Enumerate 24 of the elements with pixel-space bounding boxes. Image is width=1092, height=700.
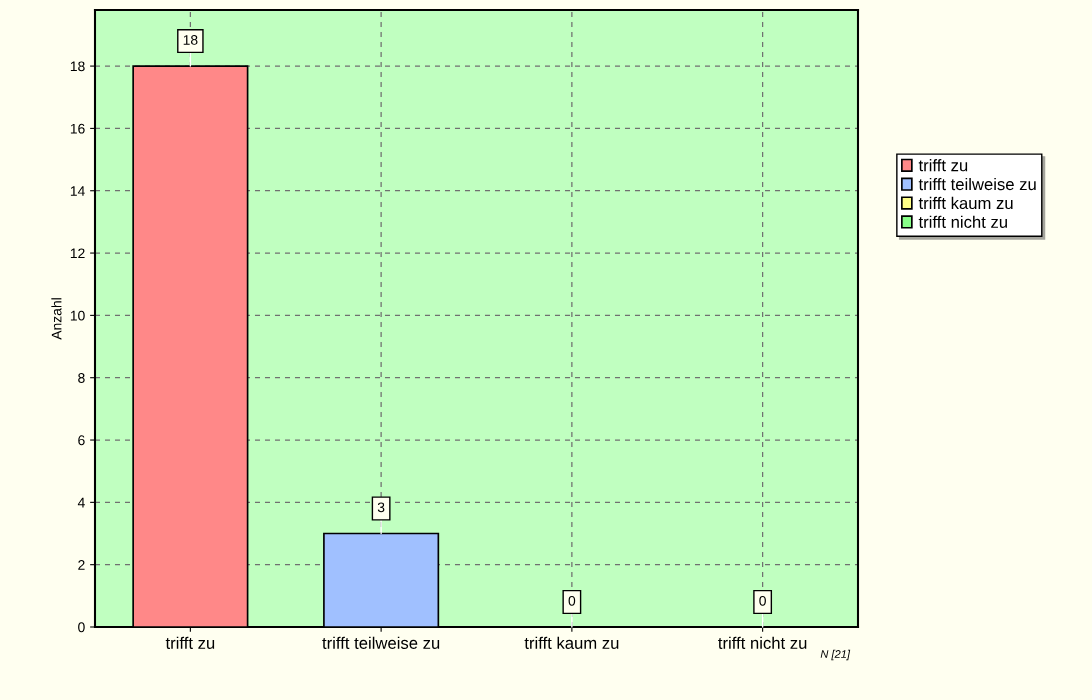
data-label: 3 bbox=[377, 502, 385, 513]
y-tick-label: 4 bbox=[77, 497, 85, 508]
data-label: 18 bbox=[183, 34, 198, 45]
y-tick-label: 12 bbox=[70, 248, 85, 259]
y-tick-label: 10 bbox=[70, 310, 85, 321]
text: N [21] bbox=[820, 649, 851, 661]
legend-label: trifft kaum zu bbox=[918, 196, 1013, 210]
legend-label: trifft nicht zu bbox=[918, 215, 1007, 228]
data-label: 0 bbox=[759, 595, 766, 606]
legend-label: trifft teilweise zu bbox=[918, 177, 1036, 191]
y-tick-label: 14 bbox=[70, 186, 85, 196]
y-tick-label: 2 bbox=[78, 560, 85, 570]
y-tick-label: 0 bbox=[78, 622, 85, 633]
x-tick-label: trifft nicht zu bbox=[718, 636, 807, 649]
y-tick-label: 6 bbox=[78, 435, 85, 446]
x-tick-label: trifft zu bbox=[165, 636, 215, 649]
y-axis-title: Anzahl bbox=[51, 298, 62, 340]
x-tick-label: trifft kaum zu bbox=[524, 636, 619, 649]
x-tick-label: trifft teilweise zu bbox=[322, 636, 440, 649]
legend-label: trifft zu bbox=[918, 159, 968, 172]
y-tick-label: 8 bbox=[78, 373, 85, 383]
y-tick-label: 18 bbox=[70, 61, 85, 72]
data-label: 0 bbox=[568, 595, 576, 606]
y-tick-label: 16 bbox=[70, 123, 85, 134]
